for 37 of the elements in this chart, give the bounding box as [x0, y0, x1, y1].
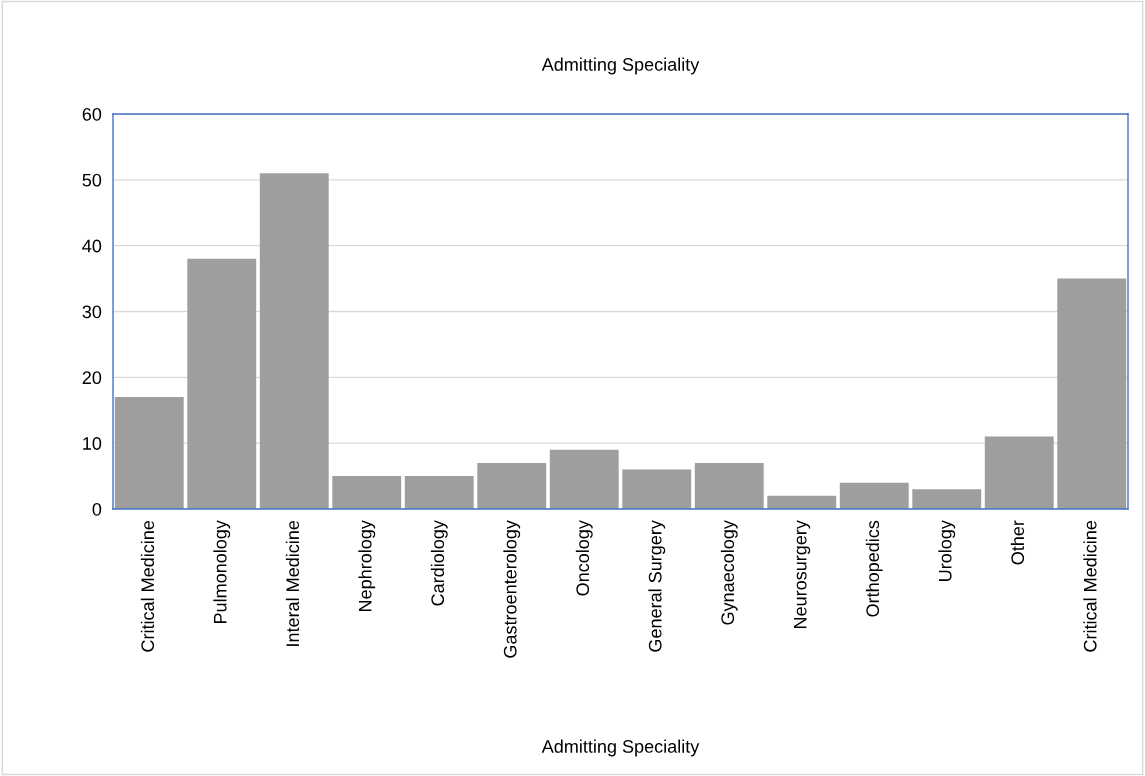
y-tick-label: 60 — [82, 107, 102, 121]
bar — [839, 482, 909, 509]
x-tick-label: Neurosurgery — [794, 520, 811, 628]
y-tick-label: 50 — [82, 173, 102, 187]
bar — [1057, 278, 1127, 509]
x-tick-label: Urology — [938, 520, 956, 581]
x-tick-label: Gastroenterology — [503, 520, 521, 658]
y-tick-label: 20 — [82, 371, 102, 385]
x-tick-label: Interal Medicine — [285, 520, 300, 646]
x-tick-label: Gynaecology — [720, 520, 738, 625]
bar — [477, 462, 547, 509]
bar — [114, 397, 184, 509]
x-tick-label: General Surgery — [648, 520, 666, 652]
y-tick-label: 30 — [82, 305, 102, 319]
bar — [622, 469, 692, 509]
x-tick-label: Oncology — [575, 520, 593, 596]
x-tick-label: Critical Medicine — [1083, 520, 1097, 652]
x-tick-label: Cardiology — [430, 520, 448, 606]
y-tick-label: 40 — [82, 239, 102, 253]
x-tick-label: Other — [1010, 520, 1025, 565]
bar — [404, 476, 474, 509]
bar — [912, 489, 982, 509]
bar — [549, 449, 619, 509]
x-tick-label: Nephrology — [358, 520, 376, 611]
x-tick-label: Pulmonology — [213, 520, 231, 624]
bar — [332, 476, 402, 509]
y-tick-label: 0 — [92, 502, 102, 516]
bar — [694, 462, 764, 509]
bar — [767, 495, 837, 509]
y-tick-label: 10 — [83, 437, 102, 450]
x-axis-title: Admitting Speciality — [541, 739, 700, 757]
chart-title: Admitting Speciality — [541, 57, 700, 75]
bar — [984, 436, 1054, 509]
bar — [187, 258, 257, 509]
bar — [259, 173, 329, 509]
x-tick-label: Critical Medicine — [140, 520, 155, 652]
x-tick-label: Orthopedics — [865, 520, 883, 617]
